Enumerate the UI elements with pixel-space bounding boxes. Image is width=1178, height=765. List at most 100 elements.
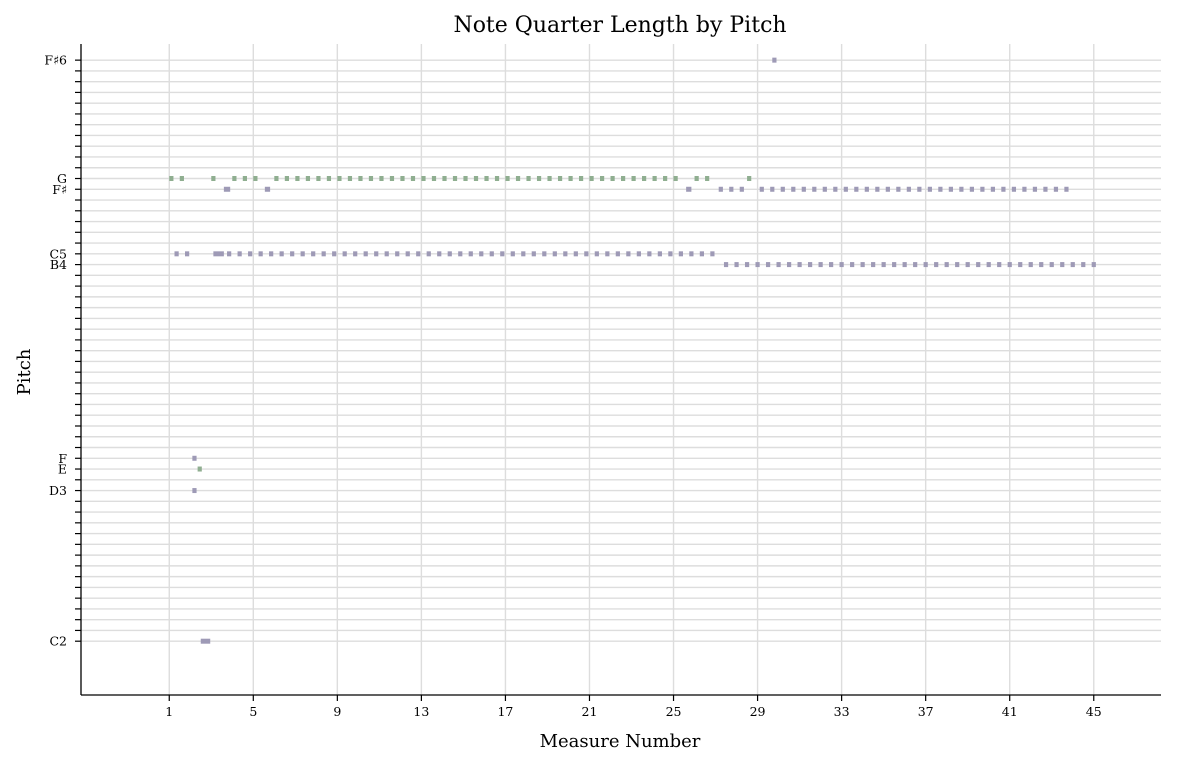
note-mark bbox=[1022, 186, 1027, 192]
note-mark bbox=[615, 251, 620, 257]
note-mark bbox=[321, 251, 326, 257]
y-tick-label: F♯ bbox=[52, 182, 67, 197]
note-mark bbox=[976, 262, 981, 268]
note-mark bbox=[489, 251, 494, 257]
note-mark bbox=[197, 466, 202, 472]
note-mark bbox=[594, 251, 599, 257]
note-mark bbox=[342, 251, 347, 257]
note-mark bbox=[812, 186, 817, 192]
note-mark bbox=[531, 251, 536, 257]
note-mark bbox=[902, 262, 907, 268]
note-mark bbox=[673, 176, 678, 182]
note-mark bbox=[678, 251, 683, 257]
note-mark bbox=[536, 176, 542, 182]
note-mark bbox=[871, 262, 876, 268]
note-mark bbox=[290, 251, 295, 257]
note-mark bbox=[473, 176, 479, 182]
note-mark bbox=[552, 251, 557, 257]
note-mark bbox=[850, 262, 855, 268]
note-mark bbox=[969, 186, 974, 192]
note-mark bbox=[421, 176, 426, 182]
note-mark bbox=[668, 251, 673, 257]
y-tick-label: G bbox=[57, 171, 67, 186]
note-mark bbox=[389, 176, 395, 182]
note-mark bbox=[948, 186, 953, 192]
note-mark bbox=[279, 251, 284, 257]
note-mark bbox=[786, 262, 792, 268]
note-mark bbox=[192, 455, 197, 461]
note-mark bbox=[192, 488, 197, 494]
note-mark bbox=[906, 186, 911, 192]
note-mark bbox=[169, 176, 174, 182]
note-mark bbox=[326, 176, 332, 182]
note-mark bbox=[833, 186, 838, 192]
note-mark bbox=[547, 176, 552, 182]
note-mark bbox=[405, 251, 410, 257]
note-mark bbox=[875, 186, 880, 192]
note-mark bbox=[452, 176, 458, 182]
note-mark bbox=[253, 176, 258, 182]
note-mark bbox=[605, 251, 610, 257]
note-mark bbox=[843, 186, 848, 192]
note-mark bbox=[258, 251, 263, 257]
note-mark bbox=[965, 262, 970, 268]
x-tick-label: 5 bbox=[249, 704, 257, 719]
note-mark bbox=[923, 262, 928, 268]
x-axis-label: Measure Number bbox=[540, 731, 701, 752]
note-mark bbox=[747, 176, 752, 182]
note-mark bbox=[860, 262, 865, 268]
note-mark bbox=[311, 251, 316, 257]
note-mark bbox=[839, 262, 844, 268]
note-mark bbox=[185, 251, 190, 257]
note-mark bbox=[1049, 262, 1054, 268]
note-mark bbox=[484, 176, 489, 182]
note-mark bbox=[896, 186, 901, 192]
note-mark bbox=[437, 251, 442, 257]
note-mark bbox=[200, 638, 211, 644]
note-mark bbox=[416, 251, 421, 257]
note-mark bbox=[395, 251, 400, 257]
note-mark bbox=[563, 251, 568, 257]
y-tick-label: B4 bbox=[50, 257, 67, 272]
x-tick-label: 13 bbox=[413, 704, 429, 719]
note-mark bbox=[347, 176, 353, 182]
note-mark bbox=[959, 186, 964, 192]
note-mark bbox=[1007, 262, 1012, 268]
note-mark bbox=[759, 186, 764, 192]
note-mark bbox=[223, 186, 231, 192]
note-mark bbox=[410, 176, 416, 182]
note-mark bbox=[885, 186, 890, 192]
note-mark bbox=[723, 262, 729, 268]
note-mark bbox=[944, 262, 949, 268]
chart-title: Note Quarter Length by Pitch bbox=[453, 13, 786, 38]
note-mark bbox=[1064, 186, 1069, 192]
note-mark bbox=[1011, 186, 1017, 192]
note-mark bbox=[621, 176, 626, 182]
note-mark bbox=[864, 186, 869, 192]
note-mark bbox=[765, 262, 771, 268]
x-tick-label: 37 bbox=[918, 704, 934, 719]
note-mark bbox=[368, 176, 374, 182]
note-mark bbox=[337, 176, 342, 182]
x-tick-label: 21 bbox=[582, 704, 598, 719]
note-mark bbox=[694, 176, 699, 182]
note-mark bbox=[642, 176, 647, 182]
note-mark bbox=[353, 251, 358, 257]
x-tick-label: 25 bbox=[666, 704, 682, 719]
note-mark bbox=[772, 57, 777, 63]
note-mark bbox=[699, 251, 704, 257]
note-mark bbox=[494, 176, 500, 182]
note-mark bbox=[718, 186, 723, 192]
note-mark bbox=[526, 176, 531, 182]
note-mark bbox=[599, 176, 605, 182]
note-mark bbox=[374, 251, 379, 257]
note-mark bbox=[610, 176, 615, 182]
note-mark bbox=[316, 176, 321, 182]
note-mark bbox=[913, 262, 918, 268]
note-mark bbox=[568, 176, 573, 182]
x-tick-label: 1 bbox=[165, 704, 173, 719]
note-mark bbox=[734, 262, 739, 268]
note-mark bbox=[1018, 262, 1023, 268]
note-mark bbox=[1053, 186, 1059, 192]
